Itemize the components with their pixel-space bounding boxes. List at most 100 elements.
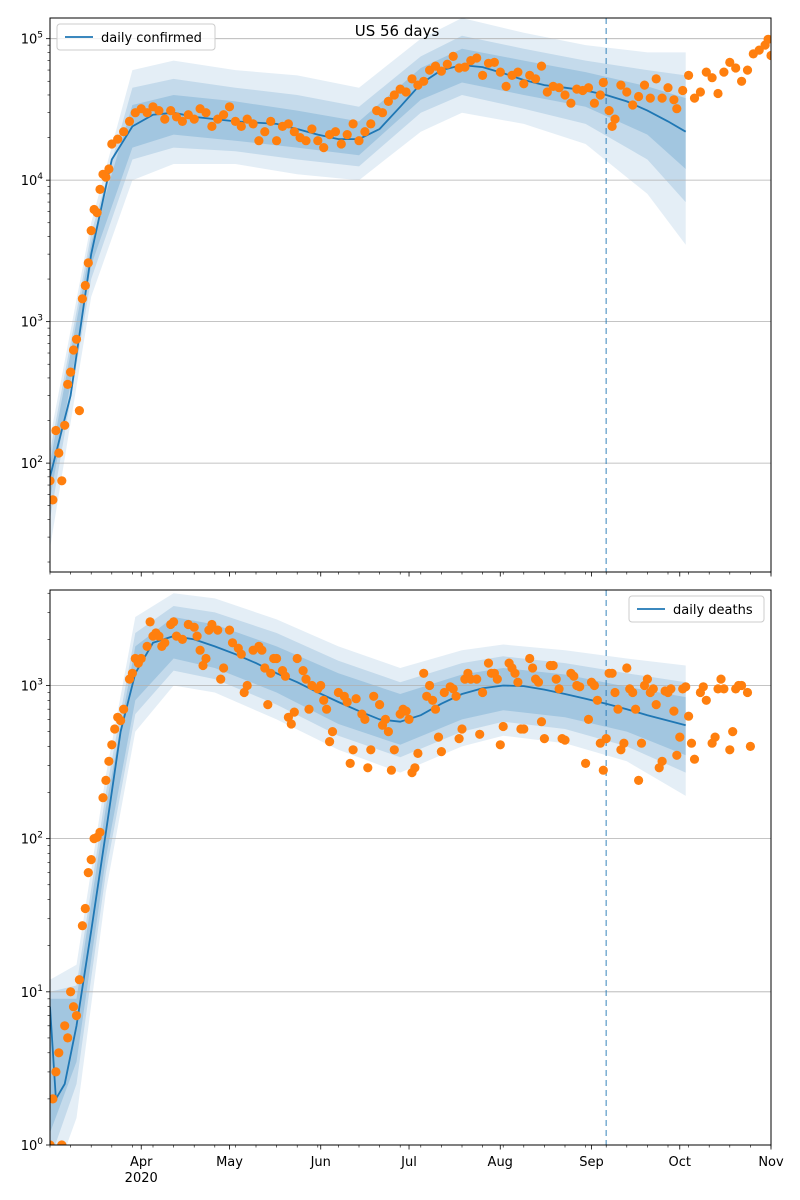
data-point <box>686 738 697 748</box>
data-point <box>737 680 747 691</box>
data-point <box>86 855 96 865</box>
x-tick-label: Oct <box>669 1155 691 1170</box>
data-point <box>66 987 76 997</box>
x-tick-label: Sep <box>579 1155 604 1170</box>
data-point <box>360 127 370 137</box>
data-point <box>622 87 632 97</box>
data-point <box>684 70 694 80</box>
data-point <box>472 53 482 63</box>
data-point <box>554 684 564 694</box>
data-point <box>280 671 290 681</box>
data-point <box>348 119 358 129</box>
data-point <box>360 714 370 725</box>
data-point <box>651 74 661 84</box>
data-point <box>404 714 414 725</box>
data-point <box>528 663 538 673</box>
data-point <box>330 127 341 137</box>
data-point <box>698 682 708 692</box>
data-point <box>142 641 152 652</box>
data-point <box>616 80 626 90</box>
data-point <box>519 724 529 734</box>
data-point <box>369 691 379 701</box>
data-point <box>634 91 644 102</box>
data-point <box>71 334 82 344</box>
data-point <box>198 660 208 671</box>
axes-frame <box>49 17 772 573</box>
data-point <box>313 136 323 146</box>
data-point <box>377 108 388 118</box>
data-point <box>383 727 393 737</box>
data-point <box>478 70 488 80</box>
data-point <box>669 95 679 105</box>
data-point <box>589 680 600 691</box>
data-point <box>536 717 547 727</box>
data-point <box>50 476 55 486</box>
data-point <box>160 114 170 124</box>
deaths-y-ticks: 100 101 102 103 <box>21 592 50 1154</box>
band-2 <box>50 48 686 500</box>
data-point <box>366 745 376 755</box>
chart-title: US 56 days <box>355 22 440 40</box>
data-point <box>177 116 187 126</box>
data-point <box>389 90 399 100</box>
data-point <box>663 83 673 93</box>
data-point <box>472 674 482 684</box>
data-point <box>457 724 467 734</box>
data-point <box>319 143 329 153</box>
confirmed-y-ticks: 102 103 104 105 <box>21 31 50 563</box>
data-point <box>495 67 505 77</box>
data-point <box>272 653 282 664</box>
data-point <box>51 425 61 436</box>
data-point <box>451 691 461 701</box>
deaths-axes-frame <box>49 589 772 1146</box>
data-point <box>645 93 655 103</box>
data-point <box>666 684 676 694</box>
data-point <box>110 724 120 734</box>
data-point <box>113 134 123 144</box>
data-point <box>92 208 102 218</box>
data-point <box>116 716 126 726</box>
data-point <box>169 617 179 627</box>
data-point <box>631 704 641 714</box>
y-tick-label: 102 <box>21 831 43 848</box>
data-point <box>283 119 293 129</box>
data-point <box>127 668 137 678</box>
data-point <box>536 61 547 71</box>
data-point <box>227 638 238 648</box>
data-point <box>107 740 117 750</box>
data-point <box>642 674 653 684</box>
data-point <box>68 345 79 355</box>
data-point <box>57 1140 67 1145</box>
x-tick-label: Apr <box>130 1155 153 1170</box>
data-point <box>60 1021 70 1031</box>
data-point <box>419 668 429 678</box>
data-point <box>292 653 302 664</box>
data-point <box>386 765 396 775</box>
data-point <box>628 687 638 698</box>
data-point <box>554 83 564 93</box>
data-point <box>533 677 544 687</box>
legend-label-daily-deaths: daily deaths <box>673 603 753 618</box>
data-point <box>728 727 738 737</box>
data-point <box>607 668 617 678</box>
data-point <box>307 124 317 134</box>
data-point <box>681 682 691 692</box>
data-point <box>83 868 93 878</box>
data-point <box>648 684 658 694</box>
y-tick-label: 103 <box>21 314 43 331</box>
data-point <box>566 98 576 108</box>
data-point <box>266 116 276 126</box>
data-point <box>710 732 720 742</box>
data-point <box>475 729 485 739</box>
data-point <box>254 136 264 146</box>
data-point <box>713 88 723 99</box>
data-point <box>104 756 114 766</box>
data-point <box>725 57 735 67</box>
data-point <box>272 136 282 146</box>
data-point <box>192 631 202 641</box>
data-point <box>684 711 694 721</box>
data-point <box>701 695 711 705</box>
data-point <box>495 740 505 750</box>
data-point <box>548 660 558 671</box>
data-point <box>63 379 73 389</box>
